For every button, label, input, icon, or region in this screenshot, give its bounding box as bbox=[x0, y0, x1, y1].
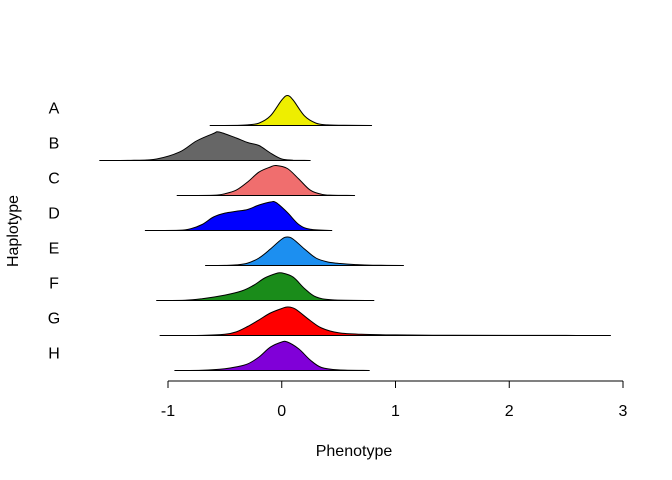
ridge-f: F bbox=[49, 272, 375, 301]
density-area-c bbox=[176, 164, 356, 196]
category-label-c: C bbox=[48, 171, 60, 188]
ridge-c: C bbox=[48, 164, 356, 196]
category-label-e: E bbox=[49, 241, 60, 258]
x-tick-label-4: 3 bbox=[619, 403, 628, 420]
density-area-a bbox=[209, 95, 373, 126]
y-axis-label: Haplotype bbox=[5, 195, 22, 267]
ridge-g: G bbox=[48, 306, 611, 337]
ridge-b: B bbox=[49, 131, 311, 162]
category-label-d: D bbox=[48, 206, 60, 223]
x-tick-label-2: 1 bbox=[391, 403, 400, 420]
density-area-h bbox=[174, 340, 370, 371]
ridge-a: A bbox=[49, 95, 373, 126]
x-axis-label: Phenotype bbox=[316, 443, 393, 460]
ridge-d: D bbox=[48, 200, 333, 231]
x-axis: -1 0 1 2 3 bbox=[161, 380, 628, 420]
ridge-e: E bbox=[49, 236, 404, 266]
density-area-b bbox=[99, 131, 311, 162]
ridge-h: H bbox=[48, 340, 370, 371]
ridges-group: A B C D E F G H bbox=[48, 95, 611, 371]
density-area-d bbox=[144, 200, 333, 231]
x-tick-label-0: -1 bbox=[161, 403, 175, 420]
category-label-h: H bbox=[48, 346, 60, 363]
density-area-g bbox=[159, 306, 611, 337]
category-label-b: B bbox=[49, 136, 60, 153]
density-area-f bbox=[156, 272, 375, 301]
x-ticks: -1 0 1 2 3 bbox=[161, 381, 628, 420]
density-area-e bbox=[205, 236, 404, 266]
x-tick-label-1: 0 bbox=[277, 403, 286, 420]
category-label-f: F bbox=[49, 276, 59, 293]
category-label-g: G bbox=[48, 311, 60, 328]
x-tick-label-3: 2 bbox=[505, 403, 514, 420]
category-label-a: A bbox=[49, 101, 60, 118]
